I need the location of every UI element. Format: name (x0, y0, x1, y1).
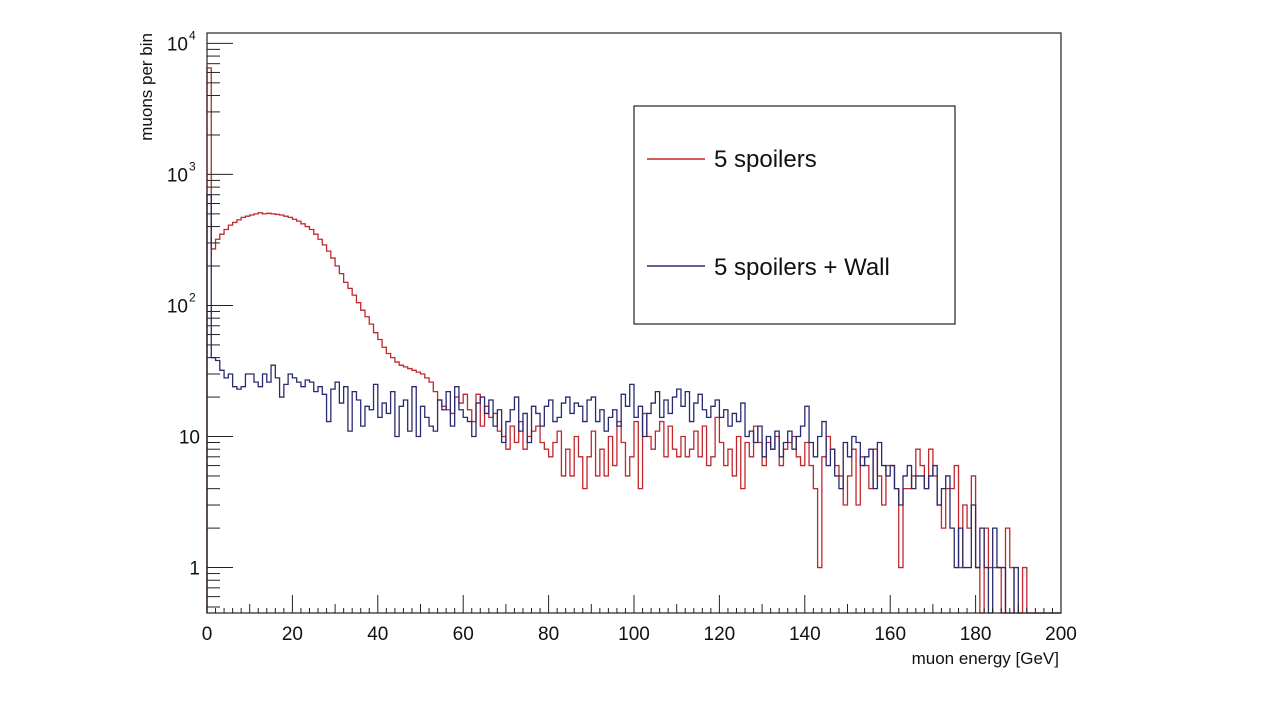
x-tick-label: 140 (789, 624, 821, 645)
legend-label-5-spoilers-wall: 5 spoilers + Wall (714, 254, 890, 281)
legend-label-5-spoilers: 5 spoilers (714, 146, 817, 173)
x-axis: 0 20 40 60 80 100 120 140 160 180 200 (202, 595, 1077, 645)
x-axis-title: muon energy [GeV] (912, 649, 1059, 668)
x-tick-label: 60 (453, 624, 474, 645)
x-tick-label: 180 (960, 624, 992, 645)
x-tick-label: 20 (282, 624, 303, 645)
y-tick-label: 10 (167, 296, 188, 317)
x-tick-label: 160 (874, 624, 906, 645)
y-tick-label: 10 (179, 428, 200, 449)
y-tick-exponent: 3 (189, 159, 196, 173)
y-axis-title: muons per bin (137, 33, 156, 141)
x-tick-label: 100 (618, 624, 650, 645)
series-layer (206, 67, 1061, 614)
legend-box (633, 105, 956, 325)
x-tick-label: 200 (1045, 624, 1077, 645)
x-tick-label: 80 (538, 624, 559, 645)
legend: 5 spoilers 5 spoilers + Wall (633, 105, 956, 325)
y-tick-label: 10 (167, 165, 188, 186)
x-tick-label: 40 (367, 624, 388, 645)
y-tick-exponent: 4 (189, 28, 196, 42)
x-tick-label: 0 (202, 624, 213, 645)
series-line-1 (206, 194, 1061, 614)
x-tick-label: 120 (704, 624, 736, 645)
y-tick-label: 1 (189, 559, 200, 580)
y-tick-label: 10 (167, 34, 188, 55)
y-tick-exponent: 2 (189, 290, 196, 304)
